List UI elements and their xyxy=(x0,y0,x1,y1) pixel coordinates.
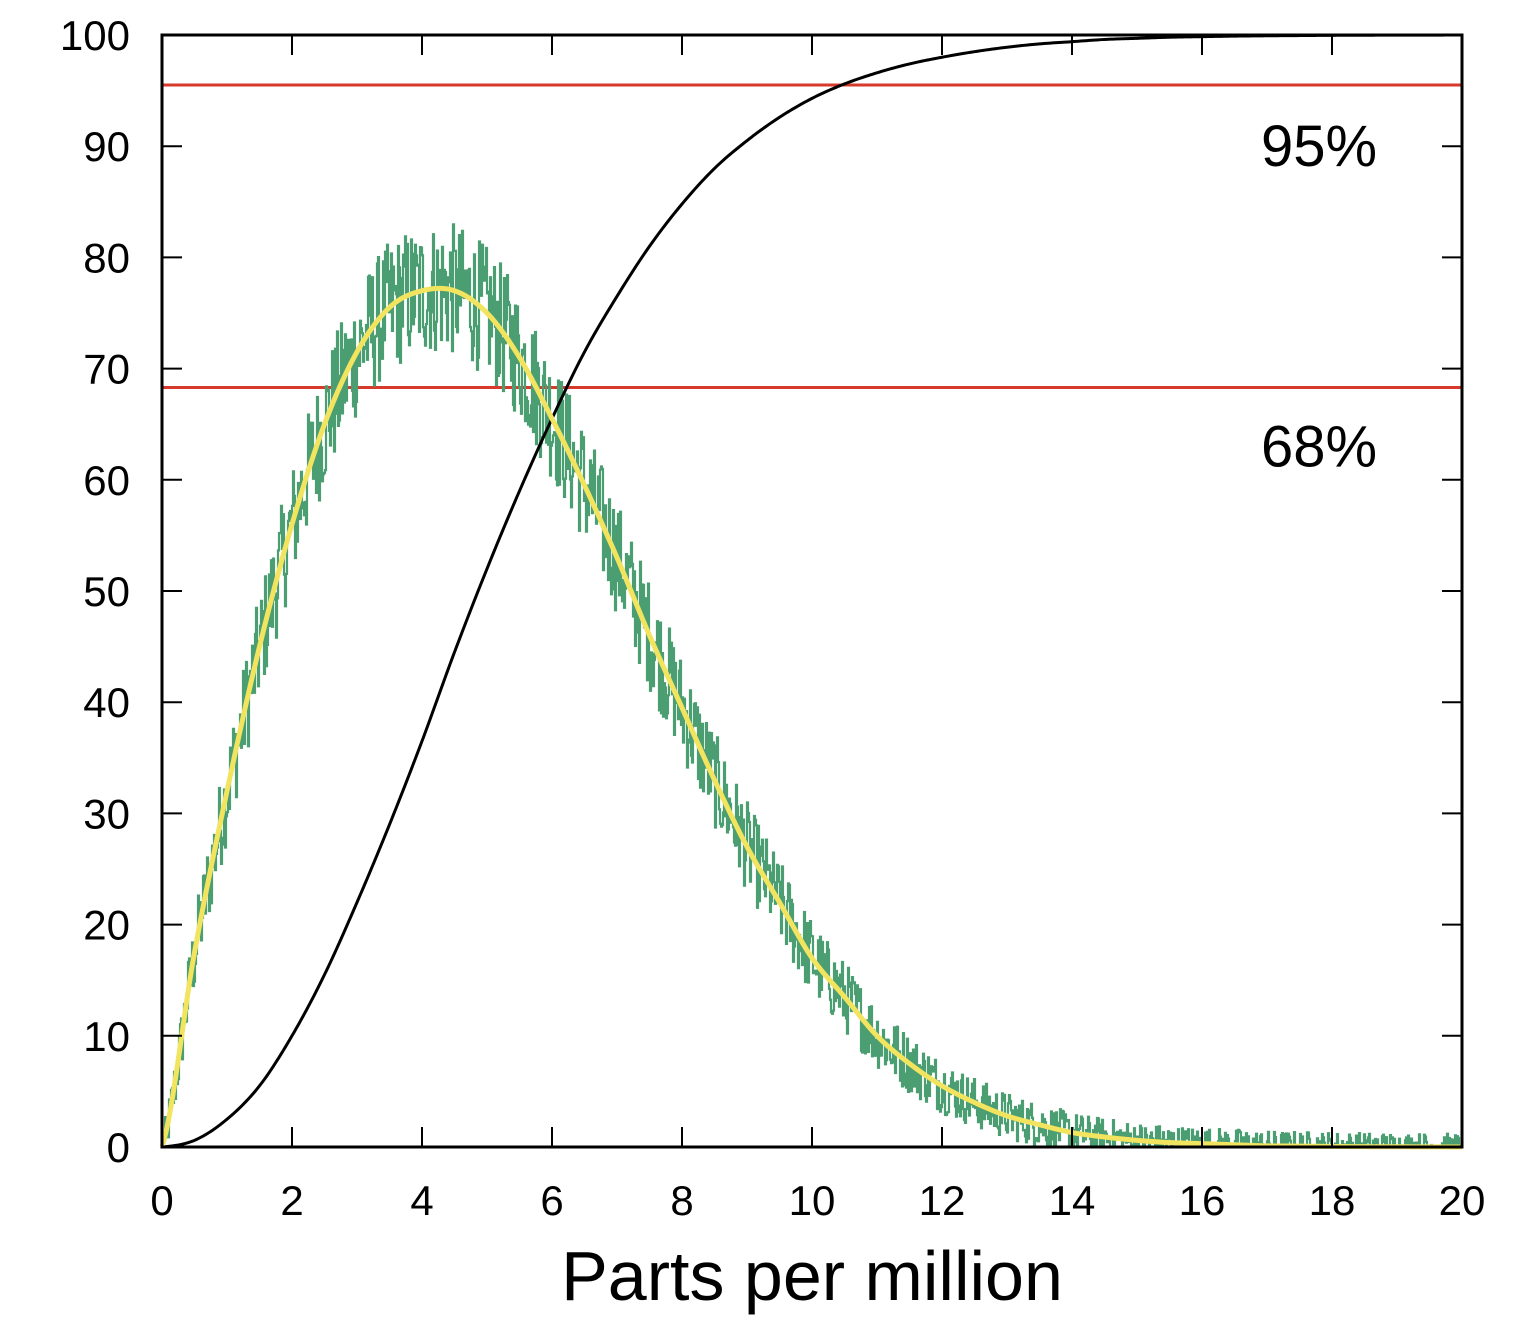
x-tick-label: 4 xyxy=(410,1177,433,1224)
axis-ticks xyxy=(161,34,1463,1148)
x-axis-title: Parts per million xyxy=(561,1237,1063,1315)
y-tick-label: 70 xyxy=(83,346,130,393)
x-tick-label: 8 xyxy=(670,1177,693,1224)
x-tick-label: 18 xyxy=(1309,1177,1356,1224)
y-tick-label: 50 xyxy=(83,568,130,615)
annotation-95-percent: 95% xyxy=(1261,114,1377,179)
x-tick-label: 12 xyxy=(919,1177,966,1224)
x-tick-label: 14 xyxy=(1049,1177,1096,1224)
histogram-series xyxy=(161,223,1464,1149)
y-tick-label: 80 xyxy=(83,234,130,281)
annotation-68-percent: 68% xyxy=(1261,414,1377,479)
annotations: 95% 68% xyxy=(1261,114,1377,479)
y-tick-label: 0 xyxy=(107,1124,130,1171)
y-tick-label: 90 xyxy=(83,123,130,170)
density-fit-curve xyxy=(159,285,1462,1150)
y-tick-label: 10 xyxy=(83,1013,130,1060)
plot-area xyxy=(159,33,1464,1150)
x-tick-label: 10 xyxy=(789,1177,836,1224)
x-tick-label: 20 xyxy=(1439,1177,1486,1224)
y-tick-label: 60 xyxy=(83,457,130,504)
x-tick-label: 2 xyxy=(280,1177,303,1224)
tick-labels: 0 2 4 6 8 10 12 14 16 18 20 0 10 20 30 40 50 60 70 80 90 100 xyxy=(60,12,1485,1224)
y-tick-label: 20 xyxy=(83,902,130,949)
x-tick-label: 6 xyxy=(540,1177,563,1224)
plot-frame xyxy=(160,33,1464,1149)
cumulative-curve xyxy=(161,33,1462,1149)
y-tick-label: 40 xyxy=(83,679,130,726)
x-tick-label: 0 xyxy=(150,1177,173,1224)
x-tick-label: 16 xyxy=(1179,1177,1226,1224)
y-tick-label: 30 xyxy=(83,790,130,837)
y-tick-label: 100 xyxy=(60,12,130,59)
